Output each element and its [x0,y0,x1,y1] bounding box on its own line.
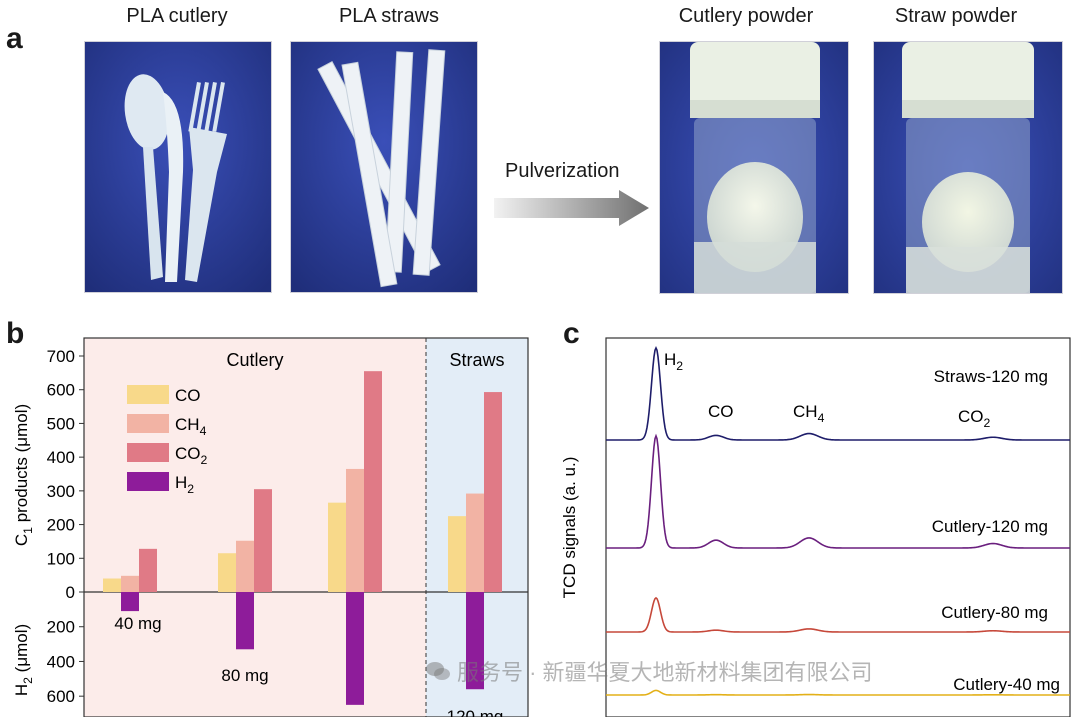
legend-swatch-h2 [127,472,169,491]
plot-frame [605,337,1071,717]
peak-label-co2: CO2 [958,407,991,430]
group-label-straws: Straws [449,350,504,370]
photo-title-pla-straws: PLA straws [338,5,440,27]
y-axis-title: C1 products (μmol) [12,404,35,546]
bar-h2 [236,592,254,650]
trace-label: Straws-120 mg [934,367,1048,386]
y-tick-label: 700 [47,347,75,366]
photo-title-pla-cutlery: PLA cutlery [126,5,228,27]
peak-label-h2: H2 [664,350,683,373]
y-tick-label: 300 [47,482,75,501]
h2-tick-label: 200 [47,618,75,637]
legend-swatch-ch4 [127,414,169,433]
bar-h2 [121,592,139,612]
photo-cutlery-powder [659,41,849,294]
legend-swatch-co [127,385,169,404]
category-label: 40 mg [114,614,161,633]
bar-co [328,502,346,592]
trace-cutlery-40mg [606,689,1070,696]
category-label: 120 mg [447,707,504,717]
bar-co [218,553,236,592]
h2-tick-label: 400 [47,652,75,671]
photo-pla-straws [290,41,478,293]
photo-pla-cutlery [84,41,272,293]
trace-cutlery-120mg [606,433,1070,549]
plot-frame [83,337,529,717]
bar-h2 [346,592,364,705]
tcd-chromatogram: TCD signals (a. u.) Straws-120 mg Cutlery-… [560,337,1071,717]
bar-co2 [484,392,502,592]
bar-ch4 [121,575,139,592]
wechat-icon [425,660,451,682]
legend-label-h2: H2 [175,473,194,496]
bar-h2 [466,592,484,690]
group-label-cutlery: Cutlery [226,350,283,370]
bar-co2 [139,548,157,592]
trace-label: Cutlery-40 mg [953,675,1060,694]
photo-straw-powder [873,41,1063,294]
panel-b-letter: b [6,317,25,350]
photo-title-cutlery-powder: Cutlery powder [678,5,814,27]
photo-title-straw-powder: Straw powder [894,5,1018,27]
bar-chart-products: Cutlery Straws 0 100 200 300 400 500 600 700 200 40… [12,337,529,717]
pulverization-arrow [494,190,649,226]
trace-straws-120mg [606,346,1070,441]
bar-co [103,578,121,592]
legend-label-co2: CO2 [175,444,208,467]
bar-co2 [364,371,382,592]
y-tick-label: 500 [47,414,75,433]
y-tick-label: 200 [47,516,75,535]
y-tick-label: 0 [66,583,75,602]
trace-label: Cutlery-120 mg [932,517,1048,536]
legend-swatch-co2 [127,443,169,462]
y-tick-label: 100 [47,549,75,568]
legend-label-co: CO [175,386,201,405]
y-tick-label: 600 [47,381,75,400]
y-tick-label: 400 [47,448,75,467]
bar-ch4 [346,468,364,592]
bar-ch4 [236,540,254,592]
bar-co [448,516,466,592]
trace-label: Cutlery-80 mg [941,603,1048,622]
h2-tick-label: 600 [47,687,75,706]
peak-label-co: CO [708,402,734,421]
bar-co2 [254,489,272,592]
panel-c-letter: c [563,317,580,350]
pulverization-label: Pulverization [505,160,620,182]
h2-axis-title: H2 (μmol) [12,624,35,696]
peak-label-ch4: CH4 [793,402,825,425]
category-label: 80 mg [221,666,268,685]
bar-ch4 [466,493,484,592]
trace-cutlery-80mg [606,596,1070,633]
y-axis-title: TCD signals (a. u.) [560,457,579,599]
category-label: 120 mg [327,715,384,717]
watermark-text: 服务号 · 新疆华夏大地新材料集团有限公司 [457,660,873,685]
watermark: 服务号 · 新疆华夏大地新材料集团有限公司 [425,655,873,687]
legend-label-ch4: CH4 [175,415,207,438]
panel-a-letter: a [6,22,23,55]
